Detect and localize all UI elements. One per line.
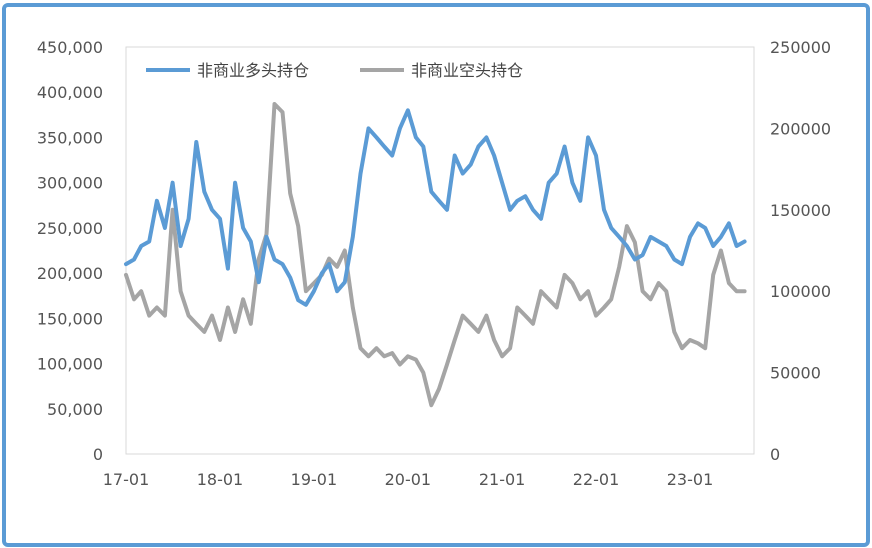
series-line-left xyxy=(124,108,747,307)
legend: 非商业多头持仓 非商业空头持仓 xyxy=(146,61,523,80)
x-tick-label: 19-01 xyxy=(291,470,338,489)
right-y-tick-label: 0 xyxy=(770,445,780,464)
right-y-tick-label: 150000 xyxy=(770,201,831,220)
left-y-tick-label: 0 xyxy=(93,445,103,464)
x-tick-label: 17-01 xyxy=(103,470,150,489)
x-tick-label: 22-01 xyxy=(573,470,620,489)
left-y-tick-label: 150,000 xyxy=(37,309,103,328)
left-y-axis: 450,000 400,000 350,000 300,000 250,000 200,0… xyxy=(37,38,103,464)
left-y-tick-label: 200,000 xyxy=(37,264,103,283)
series-layer xyxy=(124,102,747,408)
legend-label-short-position: 非商业空头持仓 xyxy=(411,61,523,80)
left-y-tick-label: 350,000 xyxy=(37,128,103,147)
x-tick-label: 18-01 xyxy=(197,470,244,489)
left-y-tick-label: 450,000 xyxy=(37,38,103,57)
plot-area xyxy=(125,46,755,455)
right-y-tick-label: 250000 xyxy=(770,38,831,57)
series-line-right xyxy=(124,102,747,408)
plot-area-border xyxy=(125,46,755,455)
left-y-tick-label: 300,000 xyxy=(37,174,103,193)
left-y-tick-label: 50,000 xyxy=(47,400,103,419)
x-tick-label: 23-01 xyxy=(667,470,714,489)
legend-label-long-position: 非商业多头持仓 xyxy=(197,61,309,80)
left-y-tick-label: 250,000 xyxy=(37,219,103,238)
chart-frame xyxy=(2,3,870,547)
right-y-tick-label: 100000 xyxy=(770,282,831,301)
x-tick-label: 20-01 xyxy=(385,470,432,489)
left-y-tick-label: 100,000 xyxy=(37,355,103,374)
right-y-axis: 250000 200000 150000 100000 50000 0 xyxy=(770,38,831,464)
left-y-tick-label: 400,000 xyxy=(37,83,103,102)
right-y-tick-label: 50000 xyxy=(770,364,821,383)
x-tick-label: 21-01 xyxy=(479,470,526,489)
x-axis: 17-01 18-01 19-01 20-01 21-01 22-01 23-01 xyxy=(103,470,714,489)
right-y-tick-label: 200000 xyxy=(770,119,831,138)
